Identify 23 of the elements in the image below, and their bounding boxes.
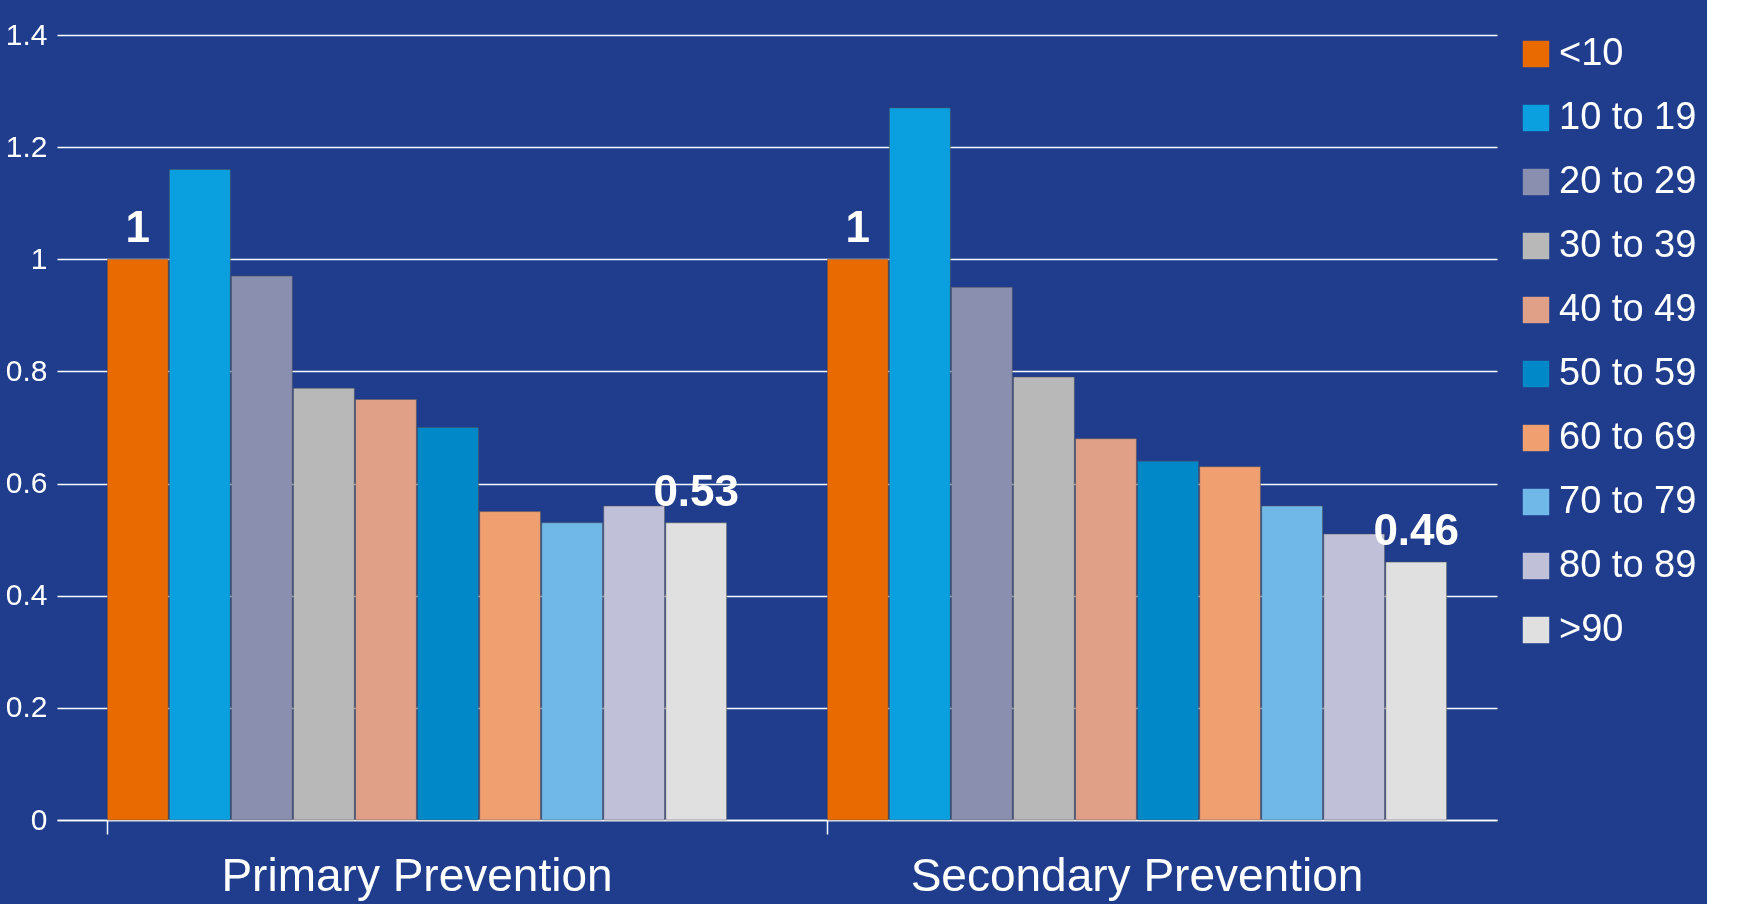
data-label: 1	[125, 202, 151, 252]
legend-label: <10	[1559, 31, 1624, 73]
y-tick-label: 0.4	[5, 578, 48, 612]
legend-label: 50 to 59	[1559, 351, 1697, 393]
x-tick-label: Secondary Prevention	[910, 848, 1364, 901]
legend-label: 10 to 19	[1559, 95, 1697, 137]
data-label: 1	[845, 202, 871, 252]
x-tick-label: Primary Prevention	[221, 848, 613, 901]
y-tick-label: 1	[30, 241, 48, 275]
legend-label: >90	[1559, 607, 1624, 649]
legend-label: 30 to 39	[1559, 223, 1697, 265]
y-tick-label: 1.2	[5, 129, 48, 163]
y-tick-label: 1.4	[5, 17, 48, 51]
legend-label: 60 to 69	[1559, 415, 1697, 457]
y-tick-label: 0	[30, 802, 48, 836]
legend-label: 80 to 89	[1559, 543, 1697, 585]
legend-label: 70 to 79	[1559, 479, 1697, 521]
data-label: 0.46	[1373, 505, 1460, 555]
legend-label: 40 to 49	[1559, 287, 1697, 329]
y-tick-label: 0.8	[5, 353, 48, 387]
y-tick-label: 0.6	[5, 466, 48, 500]
y-tick-label: 0.2	[5, 690, 48, 724]
legend-label: 20 to 29	[1559, 159, 1697, 201]
